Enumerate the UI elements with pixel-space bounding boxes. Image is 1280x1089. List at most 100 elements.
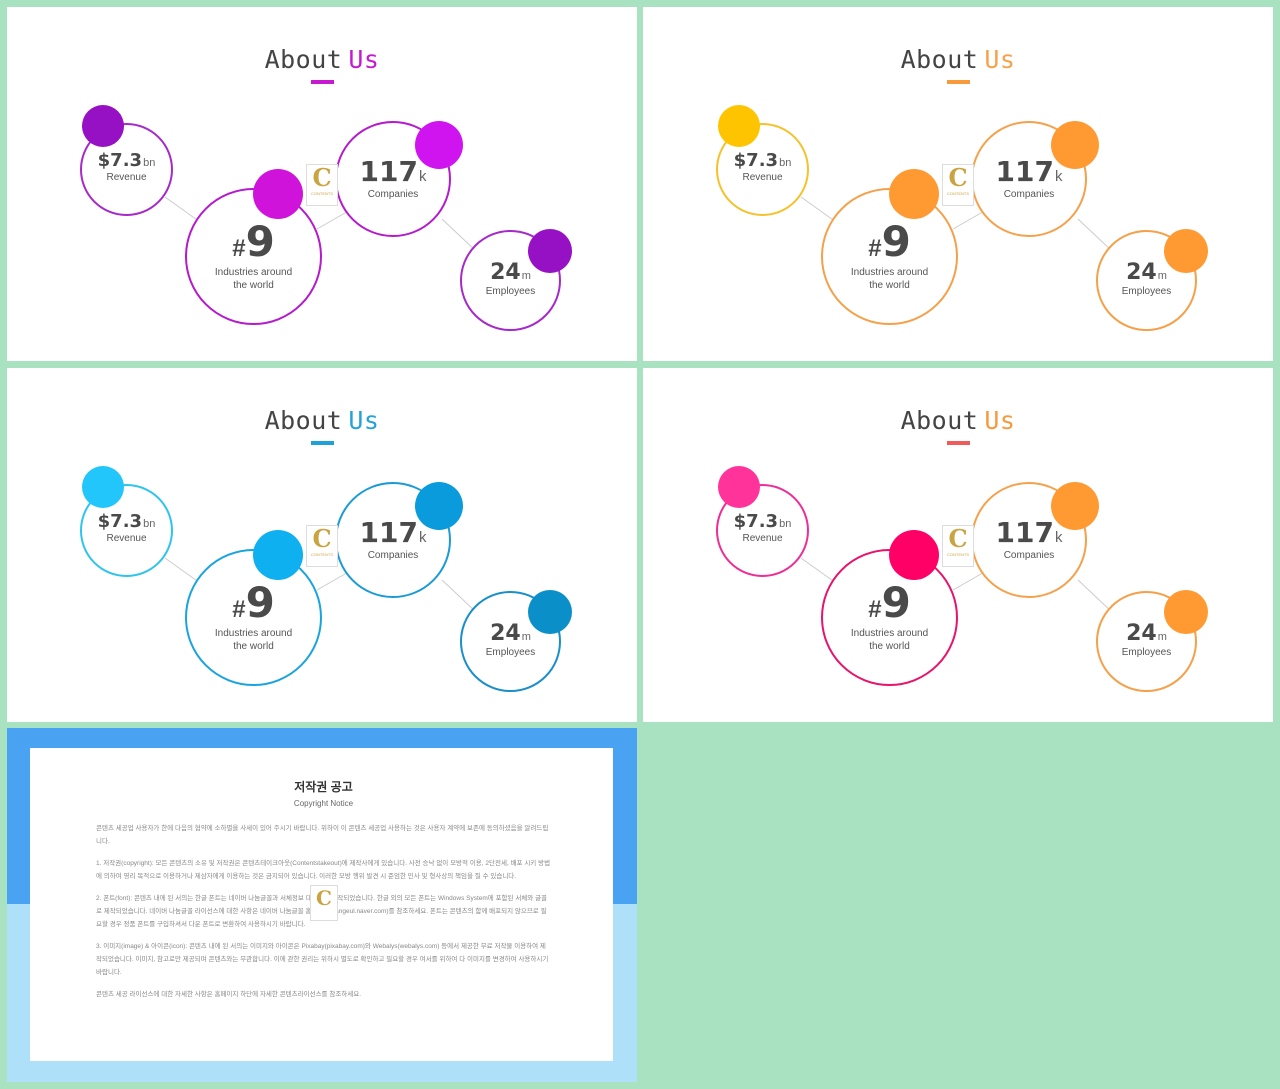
employees-dot	[1164, 229, 1208, 273]
contents-logo: C CONTENTS	[306, 525, 338, 567]
employees-label: Employees	[485, 286, 536, 297]
employees-value: 24	[1126, 621, 1157, 646]
industries-stat: #9 Industries around the world	[195, 217, 312, 292]
revenue-label: Revenue	[742, 172, 783, 183]
notice-subtitle: Copyright Notice	[293, 799, 354, 808]
notice-paragraph-image: 3. 이미지(image) & 아이콘(icon): 콘텐츠 내에 된 서의는 …	[96, 943, 549, 976]
companies-dot	[1051, 482, 1099, 530]
companies-stat: 117k Companies	[971, 516, 1087, 562]
industries-label-2: the world	[233, 280, 274, 291]
title-us: Us	[348, 406, 380, 435]
title-us: Us	[984, 45, 1016, 74]
industries-value: 9	[881, 578, 911, 627]
industries-label-1: Industries around	[850, 628, 929, 639]
companies-value: 117	[995, 155, 1054, 188]
companies-unit: k	[1054, 529, 1063, 546]
industries-ring	[185, 188, 322, 325]
revenue-value: $7.3	[733, 150, 779, 171]
companies-label: Companies	[367, 189, 419, 200]
industries-hash: #	[868, 596, 882, 623]
employees-label: Employees	[1121, 647, 1172, 658]
revenue-dot	[82, 105, 124, 147]
companies-label: Companies	[1003, 189, 1055, 200]
companies-dot	[415, 121, 463, 169]
revenue-value: $7.3	[733, 511, 779, 532]
industries-label-1: Industries around	[214, 628, 293, 639]
notice-paragraph-intro: 콘텐츠 세공업 사용자가 한에 다음의 협약에 소하별을 사세이 있어 주시기 …	[96, 825, 549, 845]
contents-logo: C CONTENTS	[942, 164, 974, 206]
notice-paragraph-copyright: 1. 저작권(copyright): 모든 콘텐츠의 소유 및 저작권은 콘텐츠…	[96, 860, 551, 880]
companies-value: 117	[995, 516, 1054, 549]
logo-letter: C	[312, 163, 332, 192]
revenue-label: Revenue	[106, 172, 147, 183]
industries-label-2: the world	[233, 641, 274, 652]
revenue-stat: $7.3bn Revenue	[80, 150, 173, 184]
revenue-dot	[82, 466, 124, 508]
industries-hash: #	[868, 235, 882, 262]
employees-stat: 24m Employees	[460, 260, 561, 298]
logo-text: CONTENTS	[947, 191, 969, 196]
copyright-notice-slide: 저작권 공고 Copyright Notice 콘텐츠 세공업 사용자가 한에 …	[7, 728, 637, 1082]
employees-value: 24	[490, 621, 521, 646]
employees-dot	[1164, 590, 1208, 634]
companies-stat: 117k Companies	[335, 516, 451, 562]
revenue-dot	[718, 105, 760, 147]
about-us-slide-1: About Us $7.3bn Revenue #9 Industries aro…	[7, 7, 637, 361]
title-underline	[311, 441, 334, 445]
companies-label: Companies	[367, 550, 419, 561]
title-about: About	[264, 45, 343, 74]
logo-letter: C	[948, 163, 968, 192]
about-us-slide-2: About Us $7.3bn Revenue #9 Industries aro…	[643, 7, 1273, 361]
industries-dot	[889, 530, 939, 580]
industries-dot	[253, 530, 303, 580]
employees-stat: 24m Employees	[1096, 621, 1197, 659]
companies-dot	[1051, 121, 1099, 169]
companies-stat: 117k Companies	[971, 155, 1087, 201]
employees-value: 24	[490, 260, 521, 285]
employees-dot	[528, 590, 572, 634]
employees-label: Employees	[485, 647, 536, 658]
notice-logo: C	[310, 885, 338, 921]
about-us-slide-4: About Us $7.3bn Revenue #9 Industries aro…	[643, 368, 1273, 722]
slide-title: About Us	[643, 45, 1273, 74]
revenue-value: $7.3	[97, 150, 143, 171]
companies-unit: k	[418, 168, 427, 185]
contents-logo: C CONTENTS	[306, 164, 338, 206]
revenue-unit: bn	[143, 157, 156, 169]
industries-value: 9	[245, 217, 275, 266]
logo-letter: C	[312, 524, 332, 553]
logo-text: CONTENTS	[311, 191, 333, 196]
title-about: About	[900, 45, 979, 74]
title-underline	[311, 80, 334, 84]
revenue-label: Revenue	[106, 533, 147, 544]
revenue-unit: bn	[779, 157, 792, 169]
notice-logo-letter: C	[316, 886, 332, 910]
slide-title: About Us	[7, 45, 637, 74]
logo-text: CONTENTS	[947, 552, 969, 557]
notice-title: 저작권 공고	[294, 780, 353, 794]
industries-label-2: the world	[869, 280, 910, 291]
title-us: Us	[348, 45, 380, 74]
slide-title: About Us	[643, 406, 1273, 435]
companies-value: 117	[359, 516, 418, 549]
industries-label-1: Industries around	[850, 267, 929, 278]
title-underline	[947, 441, 970, 445]
industries-ring	[185, 549, 322, 686]
revenue-dot	[718, 466, 760, 508]
revenue-ring	[80, 123, 173, 216]
companies-unit: k	[418, 529, 427, 546]
employees-unit: m	[1157, 270, 1167, 282]
industries-value: 9	[881, 217, 911, 266]
industries-hash: #	[232, 235, 246, 262]
revenue-stat: $7.3bn Revenue	[716, 150, 809, 184]
industries-hash: #	[232, 596, 246, 623]
revenue-unit: bn	[779, 518, 792, 530]
industries-dot	[889, 169, 939, 219]
notice-paragraph-license: 콘텐츠 세공 라이선스에 대한 자세한 사항은 홈페이지 하단에 자세한 콘텐츠…	[96, 991, 362, 998]
employees-label: Employees	[1121, 286, 1172, 297]
employees-stat: 24m Employees	[460, 621, 561, 659]
revenue-value: $7.3	[97, 511, 143, 532]
logo-letter: C	[948, 524, 968, 553]
industries-label-1: Industries around	[214, 267, 293, 278]
revenue-unit: bn	[143, 518, 156, 530]
